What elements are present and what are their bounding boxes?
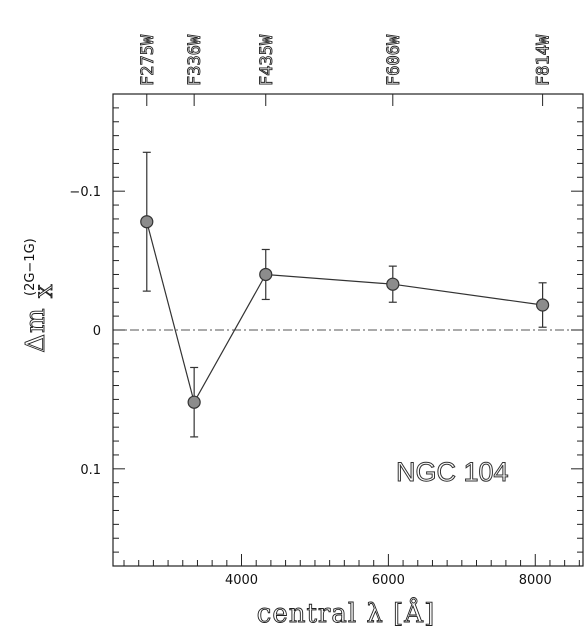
annotation-label: NGC 104 <box>396 457 509 487</box>
data-point <box>187 395 201 409</box>
filter-label: F336W <box>185 34 205 86</box>
x-tick-label: 6000 <box>372 573 405 588</box>
data-point <box>140 215 154 229</box>
data-point <box>259 267 273 282</box>
y-axis-title-sub: X <box>35 283 57 298</box>
y-axis-title-sup: (2G−1G) <box>23 238 38 296</box>
data-point <box>536 298 550 312</box>
data-point <box>386 277 400 291</box>
filter-label: F435W <box>257 34 277 86</box>
filter-label: F606W <box>384 34 404 86</box>
y-axis-title-main: Δm <box>21 307 51 352</box>
filter-label: F814W <box>534 34 554 86</box>
filter-label: F275W <box>138 34 158 86</box>
series-line <box>146 221 543 404</box>
x-tick-label: 4000 <box>225 573 258 588</box>
y-tick-label: −0.1 <box>69 185 101 200</box>
y-tick-label: 0 <box>93 324 101 339</box>
x-axis-title: central λ [Å] <box>257 597 435 629</box>
y-tick-label: 0.1 <box>80 463 101 478</box>
y-axis-title: Δm X (2G−1G) <box>21 238 58 353</box>
x-tick-label: 8000 <box>519 573 552 588</box>
